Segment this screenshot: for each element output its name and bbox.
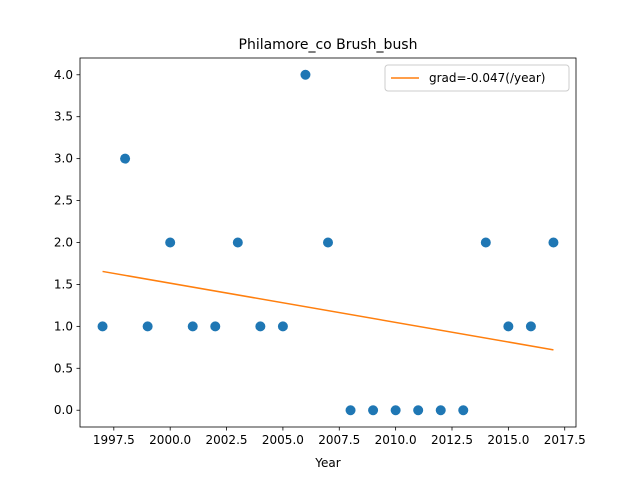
x-tick-label: 2015.0 [487,433,529,447]
data-point [480,237,491,248]
x-tick-label: 2017.5 [544,433,586,447]
data-point [255,321,266,332]
y-tick-label: 3.0 [54,152,73,166]
y-tick-label: 2.5 [54,194,73,208]
data-point [458,405,469,416]
x-tick-label: 2007.5 [318,433,360,447]
data-point [232,237,243,248]
data-point [210,321,221,332]
data-point [142,321,153,332]
chart-title: Philamore_co Brush_bush [239,37,418,53]
x-axis-title: Year [314,456,340,470]
y-tick-label: 4.0 [54,68,73,82]
x-tick-label: 2000.0 [149,433,191,447]
y-tick-label: 1.0 [54,319,73,333]
data-point [120,153,131,164]
data-point [435,405,446,416]
x-tick-label: 1997.5 [93,433,135,447]
plot-area [97,69,559,416]
data-point [548,237,559,248]
data-point [277,321,288,332]
y-tick-label: 1.5 [54,277,73,291]
data-point [300,69,311,80]
data-point [97,321,108,332]
data-point [323,237,333,248]
x-tick-label: 2002.5 [206,433,248,447]
y-tick-label: 2.0 [54,236,73,250]
legend-label: grad=-0.047(/year) [429,71,545,85]
trend-line [102,270,554,351]
data-point [390,405,401,416]
y-tick-label: 0.5 [54,361,73,375]
data-point [413,405,424,416]
legend: grad=-0.047(/year) [384,64,570,92]
data-point [187,321,198,332]
data-point [165,237,176,248]
data-point [503,321,514,332]
x-tick-label: 2005.0 [262,433,304,447]
y-tick-label: 3.5 [54,110,73,124]
data-point [525,321,536,332]
x-tick-label: 2010.0 [375,433,417,447]
x-tick-label: 2012.5 [431,433,473,447]
axes: 1997.5 2000.0 2002.5 2005.0 2007.5 2010.0 2012… [54,57,586,447]
data-point [368,405,379,416]
data-point [345,405,356,416]
legend-box [384,64,570,92]
y-tick-label: 0.0 [54,403,73,417]
